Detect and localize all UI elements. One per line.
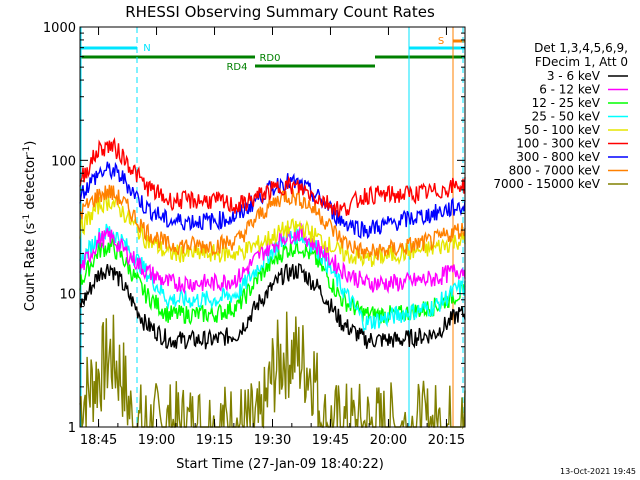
legend-label-3: 25 - 50 keV [532,110,601,124]
x-tick-label: 19:15 [196,433,233,448]
legend-label-7: 800 - 7000 keV [509,164,601,178]
series-line-0 [79,263,466,350]
rd4-label: RD4 [226,62,247,73]
n-flag-label: N [143,43,150,54]
x-tick-label: 19:45 [312,433,349,448]
series-line-6 [79,161,466,240]
x-tick-label: 20:00 [370,433,407,448]
x-tick-label: 19:30 [254,433,291,448]
series-line-7 [79,184,466,261]
s-flag-label: S [438,36,444,47]
series-line-2 [79,236,466,326]
legend-header-2: FDecim 1, Att 0 [535,55,628,69]
y-axis-label: Count Rate (s-1 detector-1) [22,141,38,312]
legend: Det 1,3,4,5,6,9, FDecim 1, Att 0 3 - 6 k… [493,41,628,191]
series-line-5 [79,136,466,219]
y-tick-label: 100 [51,154,76,169]
x-tick-label: 19:00 [138,433,175,448]
y-tick-label: 1 [68,421,76,436]
legend-label-2: 12 - 25 keV [532,96,601,110]
legend-label-6: 300 - 800 keV [516,150,600,164]
legend-label-5: 100 - 300 keV [516,137,600,151]
x-tick-label: 18:45 [80,433,117,448]
legend-header-1: Det 1,3,4,5,6,9, [534,41,628,55]
series-line-1 [79,223,466,295]
rd0-label: RD0 [259,53,280,64]
chart-title: RHESSI Observing Summary Count Rates [125,3,435,21]
legend-label-1: 6 - 12 keV [539,83,601,97]
x-axis-label: Start Time (27-Jan-09 18:40:22) [176,457,384,472]
series-line-4 [79,193,466,268]
axis-ticks: 18:45 19:00 19:15 19:30 19:45 20:00 20:15 1 10 10… [43,21,465,448]
legend-label-4: 50 - 100 keV [524,123,601,137]
legend-label-8: 7000 - 15000 keV [493,177,600,191]
legend-label-0: 3 - 6 keV [547,69,601,83]
x-tick-label: 20:15 [428,433,465,448]
series-line-3 [79,223,466,332]
y-tick-label: 1000 [43,21,76,36]
y-tick-label: 10 [59,288,76,303]
generated-timestamp: 13-Oct-2021 19:45 [560,467,636,476]
